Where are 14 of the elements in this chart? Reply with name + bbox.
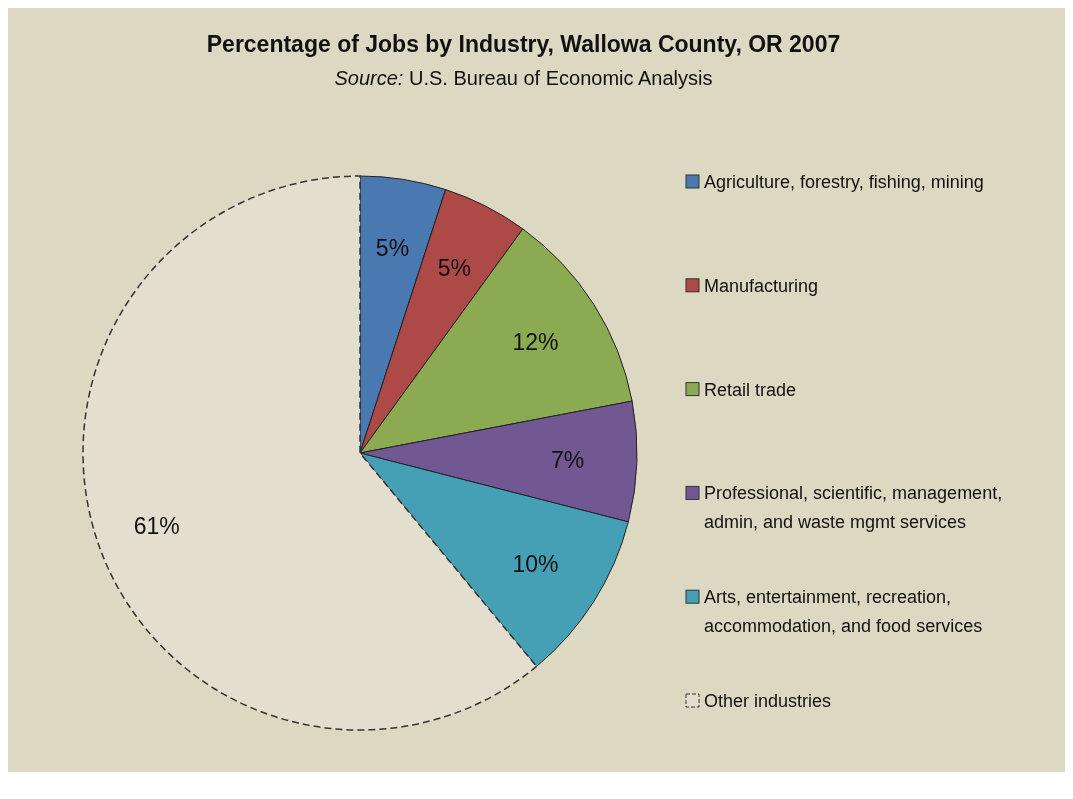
legend-label: Professional, scientific, management, admin, and waste mgmt services: [704, 483, 1003, 533]
data-label: 5%: [437, 254, 471, 281]
chart-title: Percentage of Jobs by Industry, Wallowa County, OR 2007: [206, 31, 841, 57]
data-label: 12%: [512, 328, 559, 355]
legend-label: Arts, entertainment, recreation, accommodation, and food services: [704, 587, 983, 637]
source-note: Source: U.S. Bureau of Economic Analysis: [334, 67, 713, 89]
data-label: 10%: [512, 551, 559, 578]
legend-label: Agriculture, forestry, fishing, mining: [704, 172, 984, 192]
legend-label: Other industries: [704, 691, 832, 711]
legend-label: Manufacturing: [704, 275, 819, 296]
data-label: 61%: [133, 513, 180, 540]
legend-label: Retail trade: [704, 379, 797, 400]
data-label: 5%: [375, 234, 410, 261]
data-label: 7%: [551, 446, 585, 473]
